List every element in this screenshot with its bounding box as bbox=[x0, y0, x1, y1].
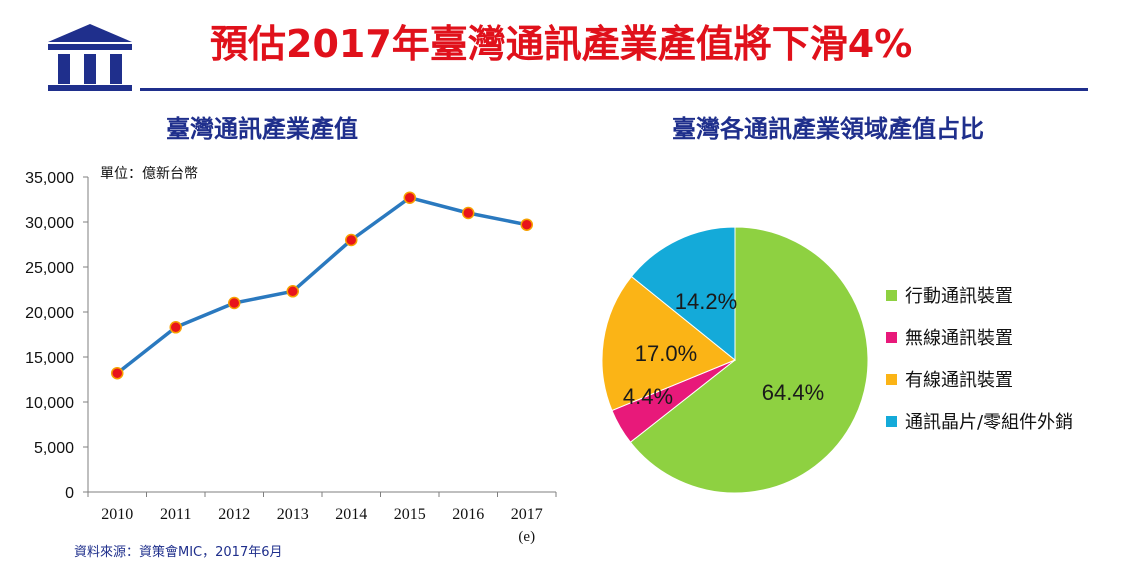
x-tick-label: 2017 bbox=[511, 506, 543, 523]
data-point bbox=[169, 321, 182, 334]
y-tick-label: 5,000 bbox=[34, 440, 74, 457]
legend-swatch bbox=[886, 415, 897, 427]
unit-label: 單位：億新台幣 bbox=[100, 166, 198, 182]
legend-label: 通訊晶片/零組件外銷 bbox=[905, 412, 1074, 433]
data-point bbox=[462, 206, 475, 220]
legend-label: 有線通訊裝置 bbox=[905, 370, 1013, 391]
legend-label: 行動通訊裝置 bbox=[905, 286, 1013, 307]
x-tick-label: 2014 bbox=[335, 506, 367, 523]
pie-value-label: 4.4% bbox=[623, 384, 673, 409]
x-tick-label: 2011 bbox=[160, 506, 191, 523]
x-tick-sublabel: (e) bbox=[518, 529, 535, 545]
x-tick-label: 2013 bbox=[277, 506, 309, 523]
y-tick-label: 25,000 bbox=[25, 260, 74, 277]
legend-swatch bbox=[886, 373, 897, 385]
series-line bbox=[116, 195, 528, 375]
y-tick-label: 10,000 bbox=[25, 395, 74, 412]
source-note: 資料來源：資策會MIC，2017年6月 bbox=[74, 545, 283, 560]
data-point bbox=[345, 233, 358, 247]
pie-value-label: 14.2% bbox=[675, 289, 737, 314]
y-tick-label: 20,000 bbox=[25, 305, 74, 322]
data-point bbox=[228, 296, 241, 310]
legend-swatch bbox=[886, 331, 897, 343]
page-title: 預估2017年臺灣通訊產業產值將下滑4% bbox=[210, 22, 913, 66]
pie-slice bbox=[630, 226, 736, 362]
data-point bbox=[403, 191, 416, 204]
legend-item: 有線通訊裝置 bbox=[886, 367, 1126, 409]
pie-legend: 行動通訊裝置 無線通訊裝置 有線通訊裝置通訊晶片/零組件外銷 bbox=[886, 283, 1126, 451]
line-chart-title: 臺灣通訊產業產值 bbox=[166, 115, 358, 143]
legend-item: 通訊晶片/零組件外銷 bbox=[886, 409, 1126, 451]
legend-label: 無線通訊裝置 bbox=[905, 328, 1013, 349]
x-tick-label: 2016 bbox=[452, 506, 484, 523]
y-tick-label: 35,000 bbox=[25, 170, 74, 187]
pie-slice bbox=[601, 275, 736, 412]
data-point bbox=[111, 366, 124, 380]
pie-slice bbox=[629, 226, 869, 494]
pie-chart-title: 臺灣各通訊產業領域產值占比 bbox=[672, 115, 984, 143]
data-point bbox=[520, 218, 533, 231]
x-tick-label: 2015 bbox=[394, 506, 426, 523]
pie-value-label: 64.4% bbox=[762, 380, 824, 405]
title-divider bbox=[140, 88, 1088, 91]
x-tick-label: 2010 bbox=[101, 506, 133, 523]
pie-value-label: 17.0% bbox=[635, 341, 697, 366]
y-tick-label: 0 bbox=[65, 485, 74, 502]
legend-item: 行動通訊裝置 bbox=[886, 283, 1126, 325]
legend-swatch bbox=[886, 289, 897, 301]
line-chart: 0 5,000 10,000 15,000 20,000 25,000 30,000 35,0… bbox=[25, 170, 557, 545]
building-logo-icon bbox=[48, 24, 132, 91]
y-tick-label: 30,000 bbox=[25, 215, 74, 232]
pie-chart: 64.4% 4.4% 17.0% 14.2% bbox=[601, 226, 869, 494]
data-point bbox=[286, 285, 299, 298]
legend-item: 無線通訊裝置 bbox=[886, 325, 1126, 367]
x-tick-label: 2012 bbox=[218, 506, 250, 523]
y-tick-label: 15,000 bbox=[25, 350, 74, 367]
